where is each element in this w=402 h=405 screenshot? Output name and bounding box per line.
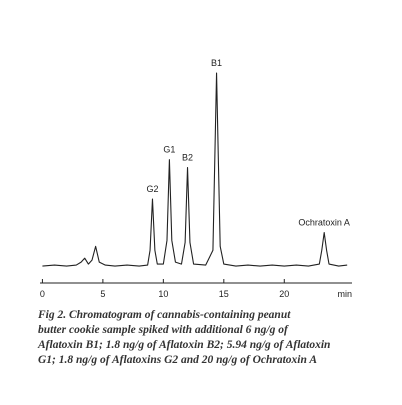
caption-line: Fig 2. Chromatogram of cannabis-containi…	[37, 309, 291, 321]
x-tick-label: min	[337, 289, 352, 299]
caption-line: Aflatoxin B1; 1.8 ng/g of Aflatoxin B2; …	[37, 339, 330, 351]
peak-label: Ochratoxin A	[298, 218, 350, 228]
x-tick-label: 15	[219, 289, 229, 299]
peak-label: G2	[146, 184, 158, 194]
x-tick-label: 0	[40, 289, 45, 299]
peak-label: G1	[163, 145, 175, 155]
trace	[42, 72, 348, 267]
x-tick-label: 20	[279, 289, 289, 299]
peak-label: B1	[211, 58, 222, 68]
x-tick-label: 10	[158, 289, 168, 299]
x-tick-label: 5	[100, 289, 105, 299]
caption-line: butter cookie sample spiked with additio…	[38, 324, 289, 336]
peak-label: B2	[182, 153, 193, 163]
caption-line: G1; 1.8 ng/g of Aflatoxins G2 and 20 ng/…	[38, 354, 317, 366]
